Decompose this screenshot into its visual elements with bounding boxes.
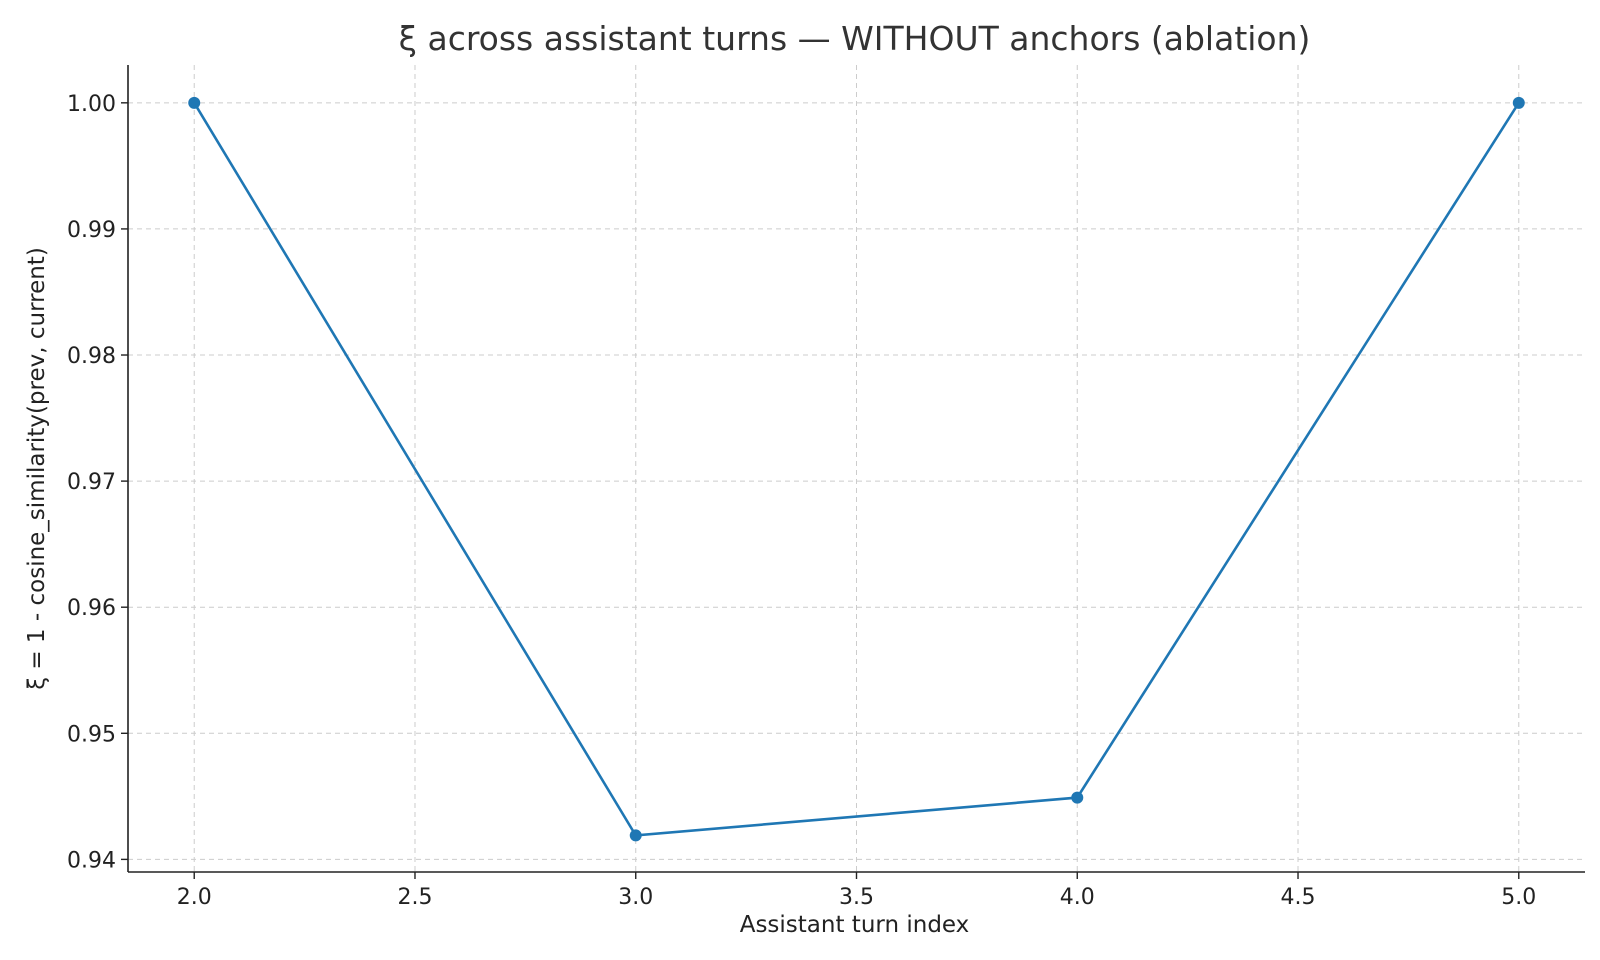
data-point [1512, 96, 1525, 109]
x-tick-label: 3.0 [618, 885, 653, 910]
y-axis-label: ξ = 1 - cosine_similarity(prev, current) [24, 247, 50, 690]
grid [128, 65, 1585, 872]
y-tick-label: 0.98 [67, 344, 116, 369]
x-tick-label: 4.0 [1060, 885, 1095, 910]
y-tick-label: 0.94 [67, 848, 116, 873]
ticks: 2.0 2.5 3.0 3.5 4.0 4.5 5.0 0.94 0.95 0.96 0.97 0.9… [67, 92, 1536, 910]
chart-title: ξ across assistant turns — WITHOUT ancho… [399, 19, 1311, 58]
data-point [629, 829, 642, 842]
x-tick-label: 2.0 [177, 885, 212, 910]
x-tick-label: 3.5 [839, 885, 874, 910]
y-tick-label: 0.95 [67, 722, 116, 747]
x-tick-label: 2.5 [397, 885, 432, 910]
x-tick-label: 5.0 [1501, 885, 1536, 910]
x-axis-label: Assistant turn index [740, 912, 970, 938]
data-point [1071, 791, 1084, 804]
y-tick-label: 0.96 [67, 596, 116, 621]
series [188, 96, 1525, 842]
data-point [188, 96, 201, 109]
y-tick-label: 1.00 [67, 92, 116, 117]
y-tick-label: 0.99 [67, 218, 116, 243]
y-tick-label: 0.97 [67, 470, 116, 495]
series-line [193, 102, 1520, 837]
x-tick-label: 4.5 [1281, 885, 1316, 910]
